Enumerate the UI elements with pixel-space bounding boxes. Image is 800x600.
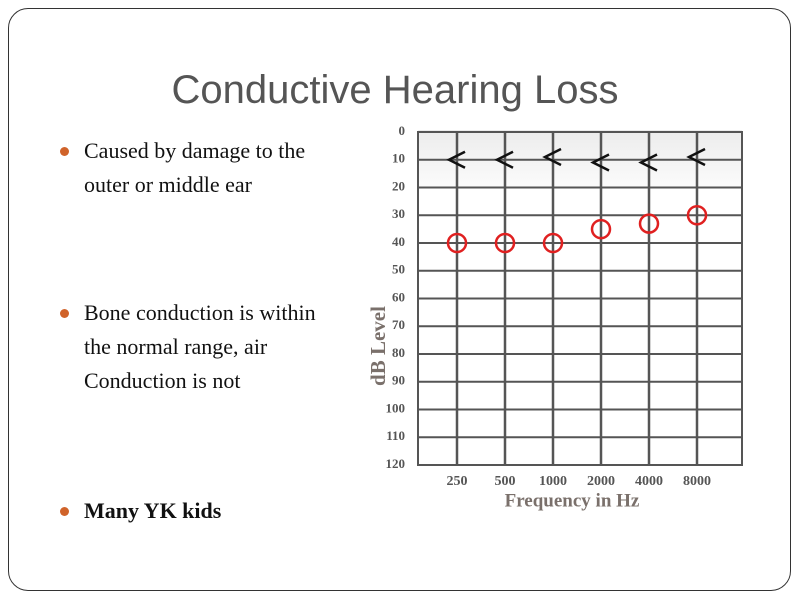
y-tick-label: 10 [392, 151, 405, 166]
bullet: Bone conduction is within the normal ran… [60, 296, 324, 398]
slide-frame [8, 8, 791, 591]
y-tick-label: 120 [386, 456, 406, 471]
y-tick-label: 70 [392, 317, 405, 332]
air-conduction-marker [638, 213, 660, 234]
bullet: Many YK kids [60, 494, 324, 528]
y-tick-label: 20 [392, 178, 405, 193]
bone-conduction-marker [542, 147, 562, 167]
x-tick-label: 8000 [683, 474, 711, 489]
bullet-dot [60, 507, 69, 516]
bone-conduction-marker [446, 150, 466, 169]
bullet-text: Caused by damage to the outer or middle … [84, 138, 306, 197]
y-tick-label: 110 [386, 428, 405, 443]
y-tick-label: 50 [392, 262, 405, 277]
x-tick-label: 250 [447, 474, 468, 489]
bullet-dot [60, 147, 69, 156]
y-axis-label: dB Level [366, 306, 390, 386]
bullet-text: Many YK kids [84, 498, 222, 523]
air-conduction-marker [590, 218, 612, 240]
bone-conduction-marker [590, 153, 610, 172]
y-tick-label: 40 [392, 234, 405, 249]
bullet: Caused by damage to the outer or middle … [60, 134, 324, 202]
y-tick-label: 80 [392, 345, 405, 360]
air-conduction-marker [686, 205, 708, 226]
air-conduction-marker [542, 232, 564, 254]
bullet-text: Bone conduction is within the normal ran… [84, 300, 316, 393]
y-tick-label: 90 [392, 373, 405, 388]
bone-conduction-marker [638, 153, 658, 172]
air-conduction-marker [446, 232, 468, 254]
bone-conduction-marker [686, 147, 706, 167]
slide-title: Conductive Hearing Loss [171, 68, 619, 112]
x-tick-label: 1000 [539, 474, 567, 489]
x-tick-label: 500 [495, 474, 516, 489]
bullet-dot [60, 309, 69, 318]
x-tick-label: 2000 [587, 474, 615, 489]
x-tick-label: 4000 [635, 474, 663, 489]
y-tick-label: 0 [399, 123, 406, 138]
y-tick-label: 60 [392, 289, 405, 304]
x-axis-label: Frequency in Hz [505, 490, 640, 511]
y-tick-label: 100 [386, 400, 406, 415]
bone-conduction-marker [494, 150, 514, 169]
air-conduction-marker [494, 232, 516, 254]
y-tick-label: 30 [392, 206, 405, 221]
